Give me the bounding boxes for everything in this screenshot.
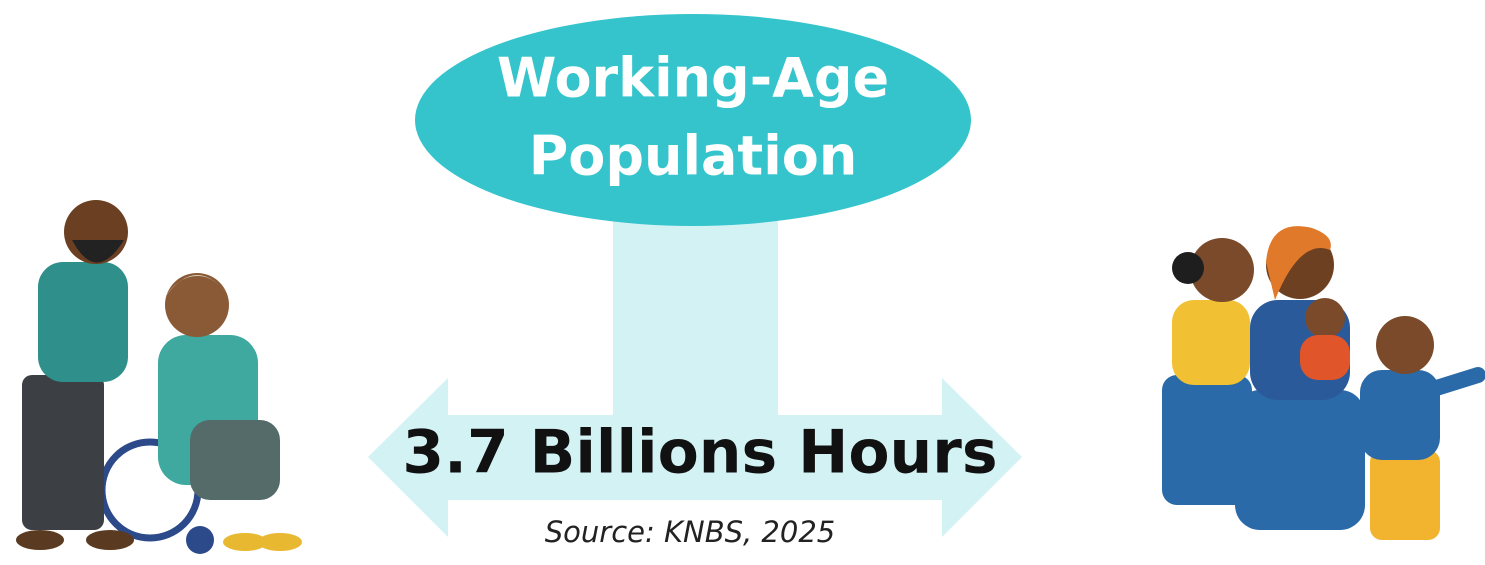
boy-top	[1360, 370, 1440, 460]
girl-skirt	[1162, 375, 1252, 505]
girl-head	[1190, 238, 1254, 302]
woman-head	[165, 273, 229, 337]
illustration-elderly	[16, 200, 302, 554]
baby-body	[1300, 335, 1350, 380]
shoe	[258, 533, 302, 551]
illustration-family	[1162, 226, 1485, 540]
shoe	[223, 533, 267, 551]
value-text: 3.7 Billions Hours	[402, 418, 997, 488]
double-arrow	[368, 215, 1022, 537]
boy-head	[1376, 316, 1434, 374]
mother-headwrap	[1266, 226, 1331, 300]
man-torso	[38, 262, 128, 382]
title-line: Population	[529, 125, 858, 188]
man-legs	[22, 375, 104, 530]
title-ellipse	[415, 14, 971, 226]
boy-arm	[1422, 367, 1485, 398]
boy-pants	[1370, 450, 1440, 540]
shoe	[16, 530, 64, 550]
wheel	[186, 526, 214, 554]
woman-skirt	[190, 420, 280, 500]
title-line: Working-Age	[497, 47, 889, 110]
source-text: Source: KNBS, 2025	[545, 515, 835, 549]
baby-head	[1305, 298, 1345, 338]
shoe	[86, 530, 134, 550]
girl-hair	[1172, 252, 1204, 284]
man-beard	[72, 240, 124, 263]
mother-skirt	[1235, 390, 1365, 530]
girl-top	[1172, 300, 1250, 385]
